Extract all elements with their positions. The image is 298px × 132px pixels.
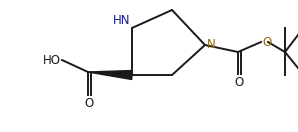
Text: O: O (234, 76, 244, 89)
Polygon shape (88, 70, 132, 79)
Text: HO: HO (43, 53, 61, 67)
Text: N: N (207, 39, 216, 51)
Text: HN: HN (113, 14, 130, 27)
Text: O: O (84, 97, 94, 110)
Text: O: O (262, 36, 271, 48)
